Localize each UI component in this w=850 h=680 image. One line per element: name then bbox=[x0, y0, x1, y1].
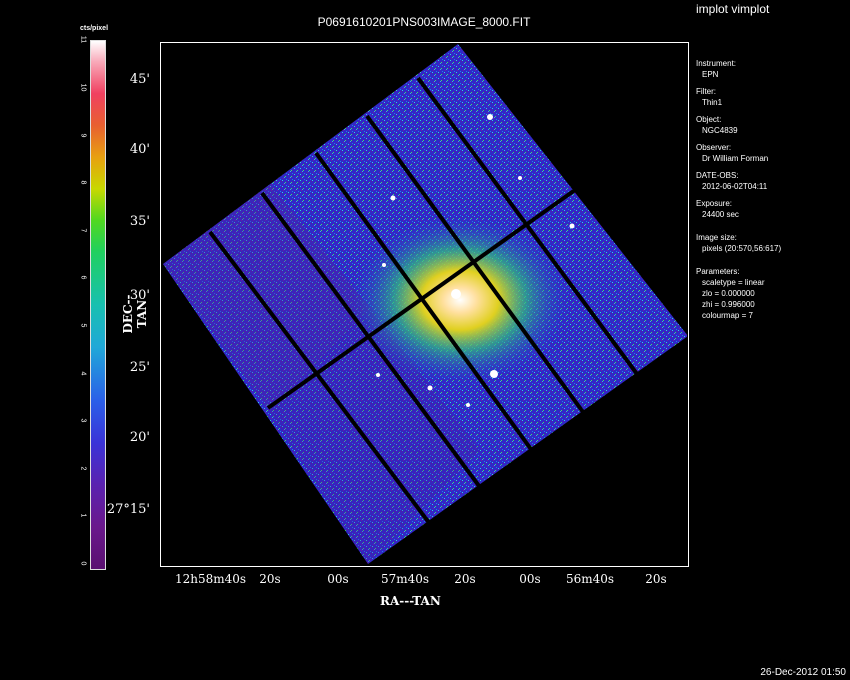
timestamp: 26-Dec-2012 01:50 bbox=[760, 667, 846, 678]
exposure-value: 24400 sec bbox=[702, 210, 739, 219]
y-tick-label: 35' bbox=[129, 214, 150, 229]
app-title: implot vimplot bbox=[696, 2, 770, 16]
colorbar-unit: cts/pixel bbox=[80, 25, 109, 32]
object-label: Object: bbox=[696, 115, 722, 124]
x-tick-label: 12h58m40s bbox=[175, 572, 247, 586]
filter-label: Filter: bbox=[696, 87, 716, 96]
x-tick-label: 00s bbox=[327, 572, 349, 586]
instrument-value: EPN bbox=[702, 70, 719, 79]
plot-title: P0691610201PNS003IMAGE_8000.FIT bbox=[317, 15, 531, 29]
date-value: 2012-06-02T04:11 bbox=[702, 182, 768, 191]
param-zlo: zlo = 0.000000 bbox=[702, 289, 755, 298]
param-zhi: zhi = 0.996000 bbox=[702, 300, 755, 309]
param-colourmap: colourmap = 7 bbox=[702, 311, 753, 320]
parameters-label: Parameters: bbox=[696, 267, 740, 276]
filter-value: Thin1 bbox=[702, 98, 723, 107]
y-tick-label: 45' bbox=[129, 72, 150, 87]
y-tick-label: 27°15' bbox=[106, 502, 150, 517]
y-tick-label: 25' bbox=[129, 360, 150, 375]
y-tick-label: 40' bbox=[129, 142, 150, 157]
observer-value: Dr William Forman bbox=[702, 154, 769, 163]
plot-frame bbox=[160, 42, 689, 567]
colorbar bbox=[90, 40, 106, 570]
image-size-value: pixels (20:570,56:617) bbox=[702, 244, 782, 253]
observer-label: Observer: bbox=[696, 143, 732, 152]
x-tick-label: 00s bbox=[519, 572, 541, 586]
y-axis-label: DEC--TAN bbox=[121, 294, 149, 334]
exposure-label: Exposure: bbox=[696, 199, 733, 208]
x-tick-label: 20s bbox=[454, 572, 476, 586]
x-axis-label: RA---TAN bbox=[380, 594, 441, 608]
y-tick-label: 30' bbox=[129, 288, 150, 303]
info-panel: Instrument: EPN Filter: Thin1 Object: NGC48… bbox=[696, 58, 781, 327]
date-label: DATE-OBS: bbox=[696, 171, 739, 180]
y-tick-label: 20' bbox=[129, 430, 150, 445]
x-tick-label: 20s bbox=[259, 572, 281, 586]
object-value: NGC4839 bbox=[702, 126, 738, 135]
param-scaletype: scaletype = linear bbox=[702, 278, 765, 287]
x-tick-label: 57m40s bbox=[380, 572, 430, 586]
x-tick-label: 56m40s bbox=[565, 572, 615, 586]
instrument-label: Instrument: bbox=[696, 59, 737, 68]
detector-mosaic bbox=[163, 44, 687, 564]
x-tick-label: 20s bbox=[645, 572, 667, 586]
image-size-label: Image size: bbox=[696, 233, 737, 242]
